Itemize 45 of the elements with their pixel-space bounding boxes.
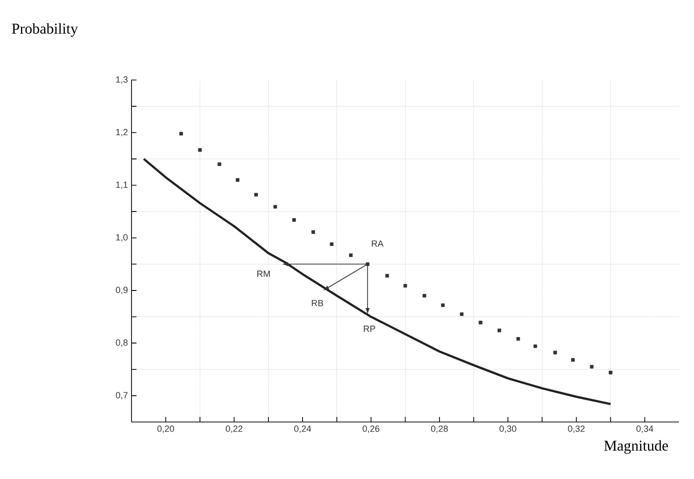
point: [179, 132, 183, 136]
point: [366, 262, 370, 266]
x-tick-label: 0,20: [157, 426, 174, 433]
point: [330, 242, 334, 246]
annotation: RP: [364, 326, 376, 332]
point: [385, 274, 389, 278]
point: [460, 312, 464, 316]
point: [273, 205, 278, 209]
y-tick-label: 1,1: [116, 182, 128, 189]
point: [218, 162, 222, 166]
point: [478, 320, 482, 324]
point: [553, 350, 557, 354]
point: [533, 344, 538, 348]
x-tick-label: 0,32: [568, 426, 585, 433]
y-tick-label: 0,9: [116, 286, 128, 294]
chart-title: Probability: [12, 23, 78, 37]
y-tick-label: 1,3: [116, 76, 128, 84]
annotation: RB: [312, 300, 324, 306]
x-tick-label: 0,24: [294, 426, 312, 433]
point: [516, 337, 520, 341]
y-tick-label: 0,7: [116, 392, 128, 400]
x-tick-label: 0,22: [226, 426, 242, 433]
y-tick-label: 0,8: [116, 339, 128, 347]
point: [198, 148, 202, 152]
point: [403, 284, 408, 288]
annotation: RM: [257, 270, 270, 277]
x-tick-label: 0,28: [431, 426, 448, 433]
point: [608, 370, 612, 374]
y-tick-label: 1,0: [116, 234, 128, 242]
point: [311, 230, 316, 234]
x-tick-label: 0,34: [636, 426, 654, 433]
point: [571, 358, 575, 362]
point: [254, 192, 258, 196]
x-tick-label: 0,30: [500, 426, 516, 433]
point: [590, 364, 594, 369]
x-axis-title: Magnitude: [604, 440, 668, 454]
y-tick-label: 1,2: [116, 128, 128, 136]
point: [349, 253, 353, 258]
point: [292, 218, 296, 222]
point: [422, 294, 426, 298]
point: [498, 328, 502, 332]
point: [441, 303, 445, 307]
point: [236, 178, 240, 182]
annotation: RA: [372, 240, 384, 247]
x-tick-label: 0,26: [362, 426, 380, 433]
